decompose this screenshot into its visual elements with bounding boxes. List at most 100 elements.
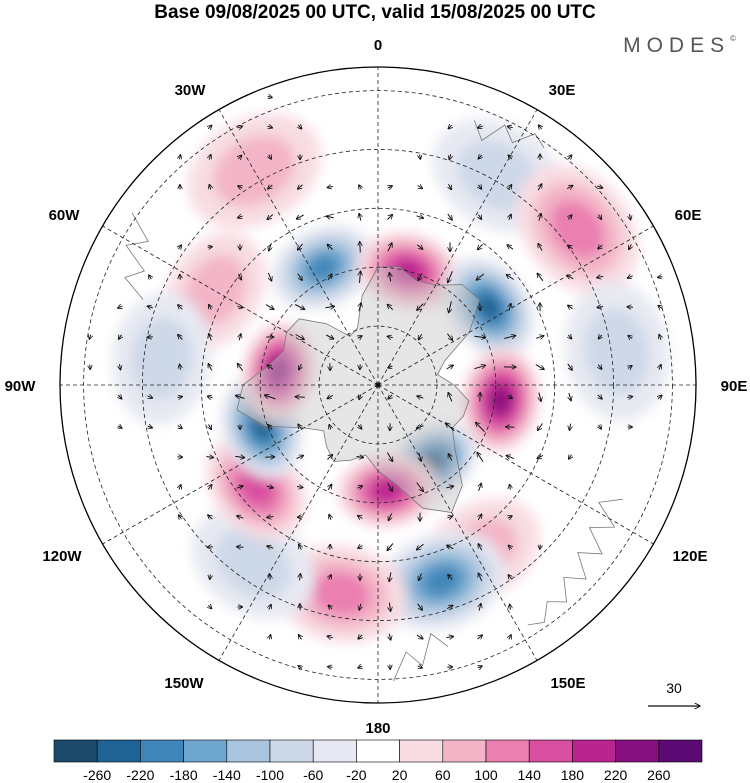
colorbar-swatch	[96, 739, 141, 763]
wind-arrow	[237, 126, 242, 128]
wind-arrow	[208, 247, 213, 248]
wind-arrow	[416, 244, 423, 250]
reference-vector: 30	[648, 680, 700, 706]
colorbar-swatch	[140, 739, 184, 763]
wind-arrow	[296, 455, 304, 458]
wind-arrow	[479, 603, 481, 611]
wind-arrow	[478, 666, 482, 668]
colorbar: -260 -220 -180 -140 -100 -60 -20 20 60 100 140 180 2…	[53, 739, 703, 783]
wind-arrow	[597, 276, 604, 278]
anomaly-level	[312, 571, 371, 616]
wind-arrow	[237, 516, 244, 518]
colorbar-label: -20	[346, 767, 366, 783]
wind-arrow	[417, 396, 424, 398]
wind-arrow	[417, 603, 423, 610]
wind-arrow	[508, 516, 512, 518]
wind-arrow	[209, 154, 211, 160]
copyright-mark: ©	[730, 34, 736, 43]
wind-arrow	[265, 304, 274, 310]
anomaly-a11	[378, 531, 506, 631]
wind-arrow	[267, 214, 274, 220]
wind-arrow	[478, 185, 481, 189]
wind-arrow	[447, 545, 454, 549]
colorbar-swatch	[528, 739, 573, 763]
wind-arrow	[327, 636, 334, 638]
wind-arrow	[238, 186, 242, 188]
wind-arrow	[539, 213, 541, 221]
wind-arrow	[266, 486, 274, 488]
wind-arrow	[267, 546, 274, 548]
wind-arrow	[416, 426, 424, 429]
anomaly-level	[183, 254, 246, 327]
wind-arrow	[387, 243, 392, 252]
wind-arrow	[569, 393, 571, 401]
wind-arrow	[658, 395, 662, 399]
wind-arrow	[298, 125, 301, 129]
anomaly-level	[550, 200, 605, 259]
wind-arrow	[597, 307, 604, 308]
wind-arrow	[180, 274, 181, 280]
wind-arrow	[598, 335, 601, 339]
anomaly-a12	[336, 453, 438, 529]
wind-arrow	[416, 635, 423, 639]
wind-arrow	[358, 546, 363, 549]
wind-arrow	[446, 423, 455, 432]
wind-arrow	[627, 276, 633, 278]
colorbar-swatch	[356, 739, 400, 763]
wind-arrow	[209, 334, 212, 341]
wind-arrow	[599, 215, 602, 220]
anomaly-a6	[516, 163, 639, 295]
wind-arrow	[358, 666, 362, 668]
wind-arrow	[387, 543, 394, 551]
wind-arrow	[389, 602, 390, 612]
wind-arrow	[147, 396, 152, 398]
wind-arrow	[208, 125, 212, 129]
wind-arrow	[297, 243, 303, 250]
wind-arrow	[178, 397, 183, 398]
wind-arrow	[387, 482, 393, 492]
wind-arrow	[477, 635, 483, 639]
lon-label-60w: 60W	[49, 207, 81, 224]
wind-arrow	[479, 483, 482, 491]
wind-arrow	[507, 126, 513, 127]
wind-arrow	[90, 364, 91, 370]
graticule	[60, 67, 696, 703]
wind-arrow	[296, 214, 304, 219]
anomaly-a5	[443, 256, 535, 358]
wind-arrow	[269, 635, 270, 640]
wind-arrow	[568, 155, 572, 159]
anomaly-level	[477, 295, 500, 320]
wind-arrow	[386, 452, 392, 462]
colorbar-swatch	[658, 739, 703, 763]
wind-arrow	[478, 514, 482, 521]
wind-arrow	[120, 364, 121, 370]
wind-arrow	[477, 243, 483, 249]
wind-arrow	[504, 336, 515, 339]
wind-arrow	[510, 484, 511, 490]
colorbar-label: -60	[303, 767, 323, 783]
wind-arrow	[474, 365, 485, 370]
wind-arrow	[446, 486, 453, 488]
colorbar-label: -100	[256, 767, 284, 783]
wind-arrow	[387, 336, 393, 337]
colorbar-swatch	[312, 739, 357, 763]
colorbar-label: -180	[170, 767, 198, 783]
wind-arrow	[208, 515, 213, 519]
wind-arrow	[569, 423, 570, 431]
wind-arrow	[449, 301, 452, 312]
wind-arrow	[568, 245, 573, 249]
wind-arrow	[210, 574, 211, 580]
wind-arrow	[238, 216, 243, 218]
colorbar-label: -140	[213, 767, 241, 783]
wind-arrow	[537, 455, 544, 458]
wind-arrow	[446, 605, 453, 608]
wind-arrow	[269, 604, 271, 610]
wind-arrow	[236, 486, 243, 488]
wind-arrow	[476, 273, 485, 280]
wind-arrow	[508, 185, 511, 190]
wind-arrow	[568, 335, 571, 339]
wind-arrow	[420, 155, 421, 160]
wind-arrow	[294, 304, 305, 310]
wind-arrow	[328, 274, 332, 281]
colorbar-label: 20	[392, 767, 408, 783]
